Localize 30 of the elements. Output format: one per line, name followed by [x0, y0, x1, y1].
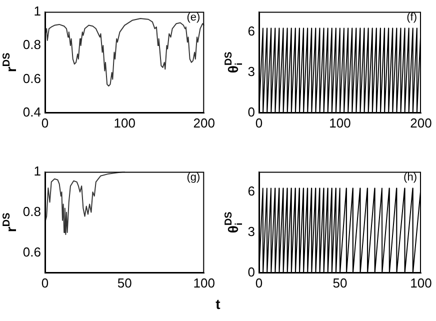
x-tick-label: 100 [193, 275, 216, 290]
x-tick-label: 50 [117, 275, 132, 290]
y-tick-label: 1 [34, 3, 41, 18]
x-tick-label: 100 [329, 115, 351, 130]
y-axis-title: θiDS [224, 51, 246, 74]
x-tick-label: 100 [410, 275, 432, 290]
x-axis-title: t [216, 296, 220, 312]
annotation: (g) [186, 171, 200, 184]
y-tick-label: 3 [248, 64, 255, 80]
y-axis-title: rDS [2, 212, 19, 232]
y-tick-label: 6 [248, 24, 255, 39]
y-tick-label: 1 [34, 163, 41, 178]
y-tick-label: 0.8 [22, 204, 41, 219]
x-tick-label: 200 [193, 115, 216, 130]
y-tick-label: 0 [248, 264, 255, 280]
y-axis-title: θiDS [224, 211, 246, 234]
y-tick-label: 0.8 [22, 37, 41, 52]
x-tick-label: 100 [114, 115, 136, 130]
annotation: (h) [404, 171, 417, 184]
x-tick-label: 200 [410, 115, 432, 130]
y-tick-label: 0.4 [22, 104, 41, 120]
y-tick-label: 3 [248, 224, 255, 240]
y-tick-label: 6 [248, 184, 255, 199]
annotation: (f) [406, 11, 417, 24]
y-tick-label: 0.6 [22, 70, 41, 86]
x-tick-label: 50 [332, 275, 348, 290]
y-axis-title: rDS [2, 52, 19, 72]
y-tick-label: 0 [248, 104, 255, 120]
y-tick-label: 0.6 [22, 244, 41, 260]
annotation: (e) [186, 11, 200, 24]
